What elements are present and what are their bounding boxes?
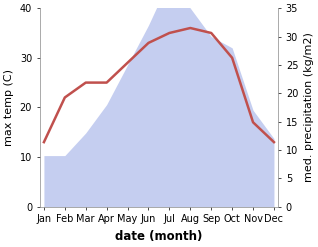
Y-axis label: max temp (C): max temp (C): [4, 69, 14, 146]
Y-axis label: med. precipitation (kg/m2): med. precipitation (kg/m2): [304, 32, 314, 182]
X-axis label: date (month): date (month): [115, 230, 203, 243]
